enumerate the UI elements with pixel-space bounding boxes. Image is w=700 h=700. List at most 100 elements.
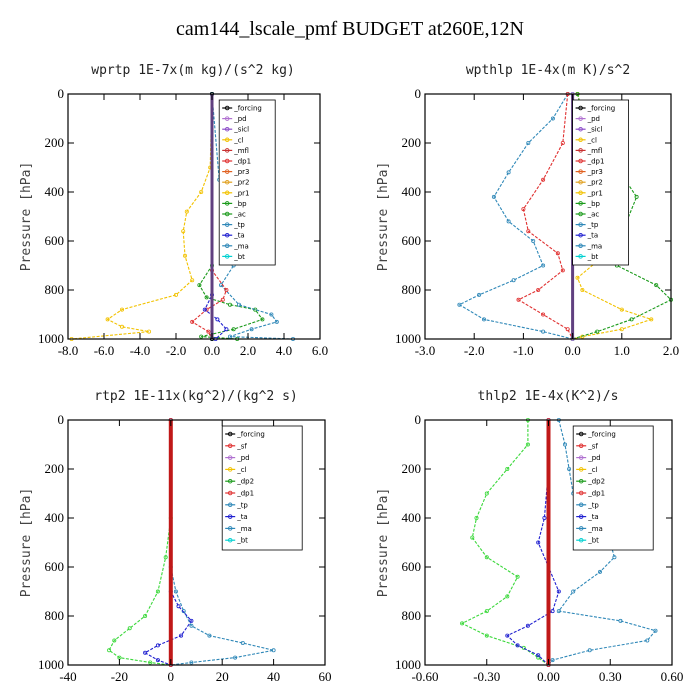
data-point: [598, 569, 603, 574]
data-point: [127, 626, 132, 631]
legend-marker: [224, 179, 230, 185]
legend-entry: _mfl: [233, 147, 249, 155]
legend-marker: [224, 201, 230, 206]
series-tp: [458, 93, 573, 340]
data-point: [525, 623, 530, 628]
legend-entry: _tp: [587, 501, 599, 509]
panel-2: wpthlp 1E-4x(m K)/s^2 Pressure [hPa] -3.0 -…: [376, 63, 679, 358]
data-point: [536, 287, 541, 292]
data-point: [173, 589, 178, 594]
data-point: [550, 609, 555, 614]
figure-title: cam144_lscale_pmf BUDGET at260E,12N: [176, 18, 524, 40]
x-tick-label: -3.0: [415, 343, 436, 358]
data-point: [525, 442, 530, 447]
data-point: [155, 643, 160, 648]
legend-marker: [578, 126, 583, 132]
x-tick-label: -2.0: [464, 343, 485, 358]
data-point: [649, 317, 654, 322]
legend-entry: _dp1: [236, 490, 254, 498]
data-point: [580, 334, 585, 339]
y-tick-label: 0: [415, 86, 422, 101]
data-point: [179, 633, 184, 638]
legend-entry: _pd: [236, 454, 249, 462]
legend-entry: _sf: [587, 442, 598, 450]
data-point: [536, 655, 541, 660]
legend-marker: [578, 254, 583, 259]
data-point: [541, 177, 546, 182]
legend-marker: [227, 514, 233, 519]
data-point: [227, 334, 232, 339]
data-point: [220, 297, 225, 302]
legend-entry: _pr1: [587, 189, 603, 197]
data-point: [619, 327, 624, 332]
legend: _forcing _pd _sicl _cl _mfl _dp1 _pr3 _pr2 _pr1 _…: [572, 99, 629, 266]
legend-entry: _dp1: [587, 490, 605, 498]
x-tick-label: 0.00: [537, 669, 560, 684]
data-point: [460, 621, 465, 626]
legend-entry: _ta: [236, 513, 248, 521]
legend-marker: [578, 190, 583, 196]
y-tick-label: 600: [402, 559, 422, 574]
y-tick-label: 1000: [38, 657, 64, 672]
data-point: [654, 283, 659, 288]
panel-1: wprtp 1E-7x(m kg)/(s^2 kg) Pressure [hPa]…: [19, 63, 328, 358]
series-pr1: [71, 93, 213, 340]
legend-entry: _bt: [587, 537, 599, 545]
data-point: [112, 638, 117, 643]
data-point: [505, 594, 510, 599]
legend-marker: [227, 431, 233, 437]
legend-entry: _cl: [587, 136, 597, 144]
legend-marker: [578, 455, 584, 460]
data-point: [143, 614, 148, 619]
legend-entry: _ta: [587, 232, 599, 240]
panel-title: thlp2 1E-4x(K^2)/s: [478, 389, 619, 404]
data-point: [556, 589, 561, 594]
legend-entry: _forcing: [233, 105, 262, 113]
data-point: [199, 334, 204, 339]
data-point: [146, 329, 151, 334]
series-ta: [143, 420, 193, 666]
data-point: [542, 516, 547, 521]
legend-entry: _bp: [587, 200, 601, 208]
data-point: [575, 275, 580, 280]
legend-marker: [578, 502, 584, 508]
data-point: [515, 574, 520, 579]
y-tick-label: 600: [45, 233, 65, 248]
data-point: [541, 329, 546, 334]
y-axis-label: Pressure [hPa]: [376, 488, 391, 598]
data-point: [184, 209, 189, 214]
data-point: [521, 207, 526, 212]
y-tick-label: 800: [402, 282, 422, 297]
y-tick-label: 1000: [395, 657, 421, 672]
legend: _forcing _sf _pd _cl _dp2 _dp1 _tp _ta _ma _bt: [572, 425, 654, 551]
data-point: [481, 317, 486, 322]
data-point: [155, 589, 160, 594]
plot-frame: [424, 93, 672, 340]
y-tick-label: 400: [402, 510, 422, 525]
legend-marker: [224, 254, 230, 259]
data-point: [224, 287, 229, 292]
data-point: [105, 317, 110, 322]
x-tick-label: 60: [319, 669, 332, 684]
data-point: [653, 628, 658, 633]
legend-entry: _cl: [236, 466, 246, 474]
data-point: [173, 292, 178, 297]
data-point: [484, 633, 489, 638]
legend-entry: _cl: [233, 136, 243, 144]
legend-marker: [224, 232, 230, 238]
legend-marker: [224, 126, 230, 132]
x-tick-label: -40: [59, 669, 76, 684]
legend-entry: _ta: [587, 513, 599, 521]
legend-entry: _sicl: [587, 126, 603, 134]
legend-marker: [578, 222, 583, 227]
legend-marker: [578, 537, 584, 543]
data-point: [645, 638, 650, 643]
legend-entry: _pr2: [587, 179, 603, 187]
y-tick-label: 1000: [38, 331, 64, 346]
panel-title: wprtp 1E-7x(m kg)/(s^2 kg): [91, 63, 295, 78]
x-tick-label: 0: [168, 669, 175, 684]
y-tick-label: 200: [45, 461, 65, 476]
x-tick-label: -1.0: [513, 343, 534, 358]
data-point: [189, 618, 194, 623]
